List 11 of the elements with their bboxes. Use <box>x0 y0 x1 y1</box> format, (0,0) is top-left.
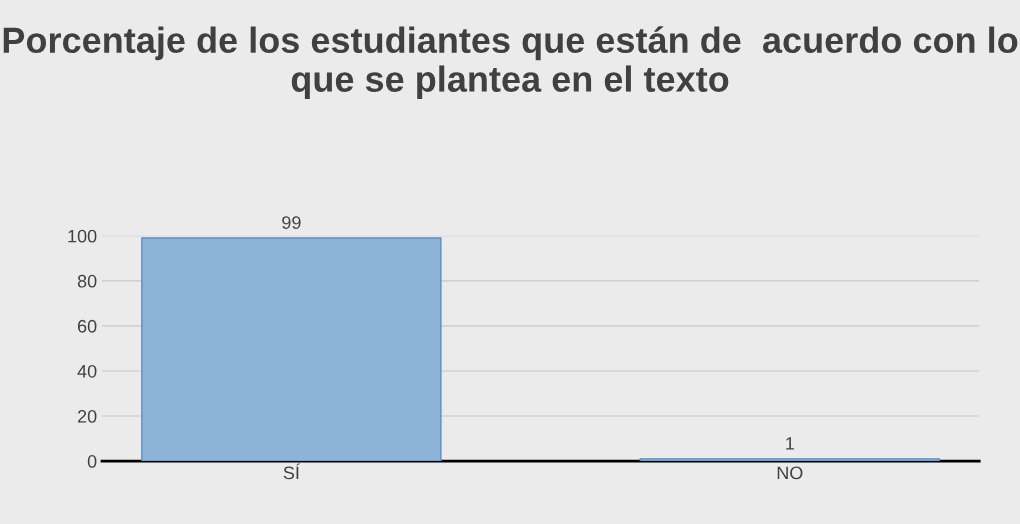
chart-title: Porcentaje de los estudiantes que están de acuerdo con lo que se plantea en el texto <box>3 26 1018 100</box>
y-tick-label: 100 <box>68 229 97 243</box>
data-label: 99 <box>282 216 301 229</box>
y-tick-label: 60 <box>77 319 97 333</box>
x-tick-label: SÍ <box>283 463 300 480</box>
data-label: 1 <box>786 437 794 450</box>
y-tick-label: 80 <box>77 274 97 288</box>
y-tick-label: 40 <box>77 364 97 378</box>
y-tick-label: 20 <box>77 409 97 423</box>
x-tick-label: NO <box>777 466 803 480</box>
y-tick-label: 0 <box>87 455 97 468</box>
